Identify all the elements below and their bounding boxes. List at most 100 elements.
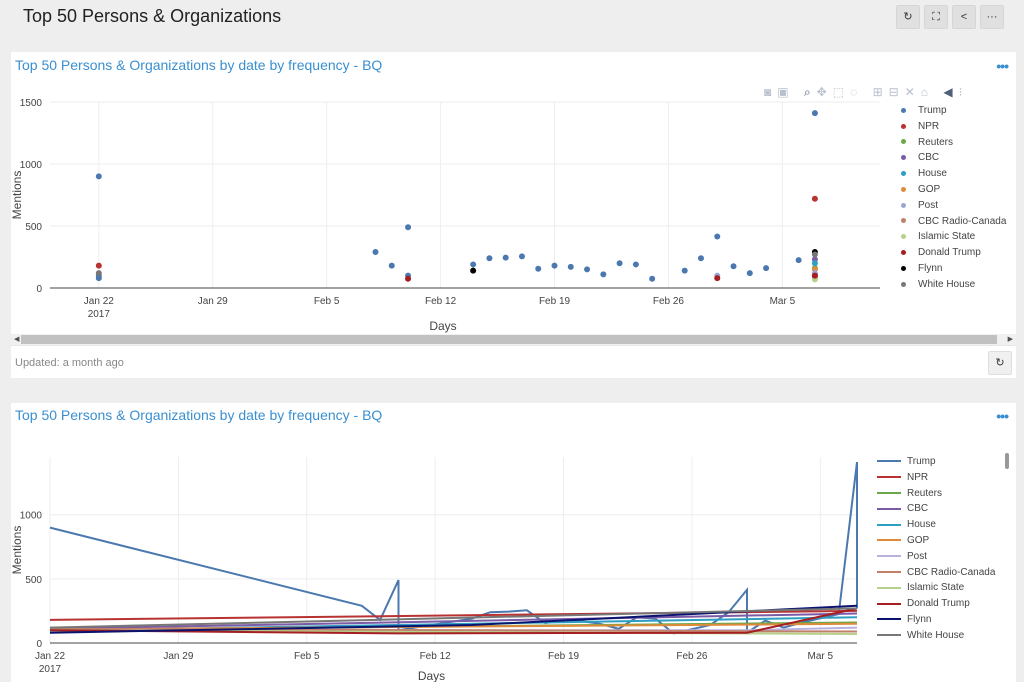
data-point[interactable]	[95, 262, 102, 269]
scrollbar-thumb[interactable]	[21, 335, 997, 344]
scroll-left-icon[interactable]: ◀	[14, 336, 20, 343]
x-axis-title: Days	[429, 319, 456, 333]
legend-item[interactable]: White House	[877, 630, 964, 641]
data-point[interactable]	[584, 266, 591, 273]
panel-refresh-button[interactable]: ↻	[988, 351, 1012, 375]
data-point[interactable]	[697, 255, 704, 262]
horizontal-scrollbar[interactable]: ◀ ▶	[11, 334, 1016, 345]
data-point[interactable]	[518, 253, 525, 260]
legend-item[interactable]: Post	[899, 200, 938, 211]
zoom-icon[interactable]: ⌕	[803, 85, 817, 99]
data-point[interactable]	[681, 267, 688, 274]
legend-item[interactable]: CBC	[877, 503, 928, 514]
data-point[interactable]	[746, 270, 753, 277]
legend-item[interactable]: Reuters	[899, 137, 953, 148]
legend-item[interactable]: CBC	[899, 152, 939, 163]
save-icon[interactable]: ▣	[777, 85, 795, 99]
camera-icon[interactable]: ◙	[764, 85, 778, 99]
data-point[interactable]	[632, 261, 639, 268]
data-point[interactable]	[502, 254, 509, 261]
legend-item[interactable]: Post	[877, 551, 927, 562]
legend-swatch	[877, 586, 901, 589]
legend-item[interactable]: Reuters	[877, 488, 942, 499]
data-point[interactable]	[649, 275, 656, 282]
series-line-cbc[interactable]	[49, 612, 858, 630]
data-point[interactable]	[95, 173, 102, 180]
legend-item[interactable]: GOP	[877, 535, 929, 546]
data-point[interactable]	[388, 262, 395, 269]
legend-swatch	[877, 602, 901, 605]
data-point[interactable]	[535, 265, 542, 272]
more-button[interactable]: ···	[980, 5, 1004, 29]
data-point[interactable]	[795, 257, 802, 264]
panel-menu-button[interactable]: •••	[996, 58, 1009, 74]
legend-item[interactable]: House	[899, 168, 947, 179]
data-point[interactable]	[763, 265, 770, 272]
legend-swatch	[877, 539, 901, 542]
data-point[interactable]	[616, 260, 623, 267]
legend-item[interactable]: GOP	[899, 184, 940, 195]
legend-scroll-thumb[interactable]	[1005, 453, 1009, 469]
lasso-icon[interactable]: ◌	[850, 85, 864, 99]
legend-item[interactable]: Islamic State	[877, 582, 964, 593]
legend-item[interactable]: Islamic State	[899, 231, 975, 242]
legend-item[interactable]: Flynn	[877, 614, 931, 625]
legend-item[interactable]: Donald Trump	[877, 598, 970, 609]
data-point[interactable]	[405, 224, 412, 231]
panel-menu-button[interactable]: •••	[996, 408, 1009, 424]
line-chart[interactable]: Jan 22 2017 Jan 29 Feb 5 Feb 12 Feb 19 Feb 26 M…	[11, 403, 1016, 682]
data-point[interactable]	[567, 263, 574, 270]
series-line-donald-trump[interactable]	[49, 607, 858, 635]
data-point[interactable]	[470, 267, 477, 274]
data-point[interactable]	[811, 195, 818, 202]
data-point[interactable]	[730, 263, 737, 270]
data-point[interactable]	[405, 275, 412, 282]
home-icon[interactable]: ⌂	[920, 85, 934, 99]
scroll-right-icon[interactable]: ▶	[1007, 336, 1013, 343]
data-point[interactable]	[811, 272, 818, 279]
legend-item[interactable]: House	[877, 519, 936, 530]
zoom-in-icon[interactable]: ⊞	[872, 85, 889, 99]
data-point[interactable]	[470, 261, 477, 268]
legend-item[interactable]: Trump	[877, 456, 936, 467]
y-axis-title: Mentions	[11, 526, 24, 575]
compare-icon[interactable]: ⁝	[958, 85, 969, 99]
legend-item[interactable]: CBC Radio-Canada	[877, 567, 995, 578]
legend-swatch	[901, 265, 906, 271]
zoom-out-icon[interactable]: ⊟	[888, 85, 905, 99]
data-point[interactable]	[714, 233, 721, 240]
legend-item[interactable]: CBC Radio-Canada	[899, 216, 1006, 227]
series-line-white-house[interactable]	[49, 607, 858, 629]
data-point[interactable]	[600, 271, 607, 278]
series-line-trump[interactable]	[49, 461, 858, 635]
legend-item[interactable]: Donald Trump	[899, 247, 981, 258]
data-point[interactable]	[811, 260, 818, 267]
scatter-chart[interactable]: Jan 22 2017 Jan 29 Feb 5 Feb 12 Feb 19 Feb 26 M…	[11, 52, 1016, 334]
legend-item[interactable]: NPR	[899, 121, 939, 132]
autoscale-icon[interactable]: ✕	[904, 85, 921, 99]
data-point[interactable]	[95, 270, 102, 277]
spike-icon[interactable]: ◀	[943, 85, 959, 99]
legend-item[interactable]: Flynn	[899, 263, 942, 274]
refresh-button[interactable]: ↻	[896, 5, 920, 29]
legend-item[interactable]: White House	[899, 279, 975, 290]
data-point[interactable]	[811, 251, 818, 258]
more-icon: ···	[986, 11, 998, 23]
data-point[interactable]	[811, 110, 818, 117]
legend-item[interactable]: NPR	[877, 472, 928, 483]
x-tick-label: Mar 5	[808, 651, 834, 662]
data-point[interactable]	[714, 275, 721, 282]
fullscreen-button[interactable]: ⛶	[924, 5, 948, 29]
data-point[interactable]	[95, 275, 102, 282]
pan-icon[interactable]: ✥	[816, 85, 833, 99]
data-point[interactable]	[486, 255, 493, 262]
data-point[interactable]	[551, 262, 558, 269]
share-button[interactable]: <	[952, 5, 976, 29]
y-tick-label: 1000	[20, 511, 43, 522]
legend-label: Flynn	[907, 614, 932, 625]
panel-title: Top 50 Persons & Organizations by date b…	[15, 407, 383, 423]
box-select-icon[interactable]: ⬚	[832, 85, 851, 99]
panel-title: Top 50 Persons & Organizations by date b…	[15, 57, 383, 73]
data-point[interactable]	[372, 249, 379, 256]
legend-item[interactable]: Trump	[899, 105, 947, 116]
